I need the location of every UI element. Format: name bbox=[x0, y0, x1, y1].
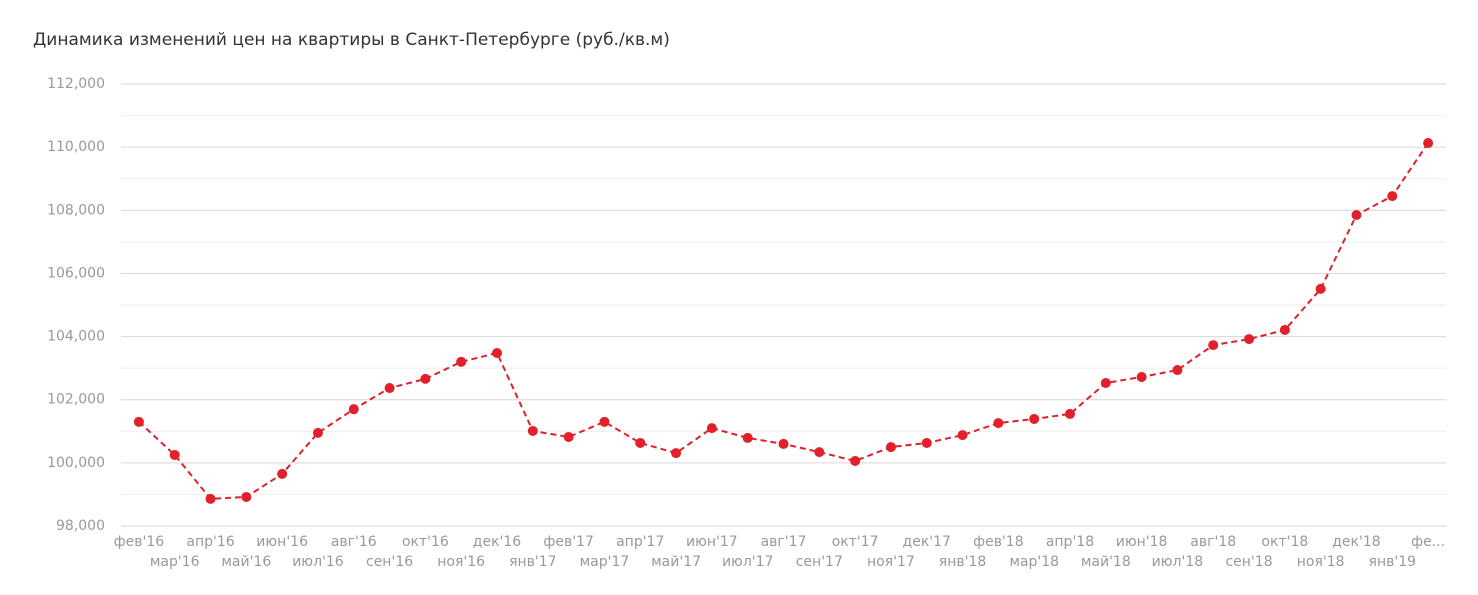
point bbox=[1244, 334, 1255, 345]
point bbox=[241, 491, 252, 502]
x-tick-label: сен'17 bbox=[796, 554, 843, 570]
point bbox=[1423, 138, 1434, 149]
point bbox=[312, 427, 323, 438]
x-tick-label: май'18 bbox=[1081, 554, 1131, 570]
point bbox=[921, 437, 932, 448]
point bbox=[1136, 371, 1147, 382]
x-tick-label: апр'16 bbox=[186, 534, 234, 550]
x-tick-label: мар'17 bbox=[580, 554, 630, 570]
x-tick-label: янв'17 bbox=[509, 554, 557, 570]
x-tick-label: дек'17 bbox=[903, 534, 951, 550]
point bbox=[133, 416, 144, 427]
x-tick-label: фев'16 bbox=[114, 534, 165, 550]
x-tick-label: авг'16 bbox=[331, 534, 377, 550]
point bbox=[205, 493, 216, 504]
x-tick-label: июл'18 bbox=[1152, 554, 1204, 570]
point bbox=[348, 404, 359, 415]
point bbox=[169, 449, 180, 460]
y-tick-label: 106,000 bbox=[47, 265, 105, 281]
point bbox=[1100, 377, 1111, 388]
point bbox=[563, 431, 574, 442]
x-tick-label: фе... bbox=[1411, 534, 1445, 550]
point bbox=[814, 447, 825, 458]
point bbox=[778, 438, 789, 449]
point bbox=[1208, 340, 1219, 351]
x-tick-label: июл'16 bbox=[292, 554, 344, 570]
point bbox=[456, 356, 467, 367]
x-tick-label: июн'17 bbox=[686, 534, 738, 550]
point bbox=[1387, 191, 1398, 202]
x-tick-label: мар'18 bbox=[1009, 554, 1059, 570]
point bbox=[384, 383, 395, 394]
point bbox=[1029, 413, 1040, 424]
point bbox=[599, 416, 610, 427]
x-tick-label: май'16 bbox=[221, 554, 271, 570]
x-tick-label: дек'16 bbox=[473, 534, 522, 550]
y-tick-label: 108,000 bbox=[47, 202, 105, 218]
x-tick-label: авг'17 bbox=[761, 534, 807, 550]
x-tick-label: окт'17 bbox=[832, 534, 879, 550]
point bbox=[1172, 365, 1183, 376]
x-tick-label: мар'16 bbox=[150, 554, 200, 570]
y-tick-label: 110,000 bbox=[47, 139, 105, 155]
point bbox=[277, 468, 288, 479]
y-tick-label: 102,000 bbox=[47, 392, 105, 408]
chart-title: Динамика изменений цен на квартиры в Сан… bbox=[33, 30, 670, 50]
x-tick-label: янв'19 bbox=[1369, 554, 1417, 570]
x-tick-label: авг'18 bbox=[1190, 534, 1236, 550]
x-tick-label: июл'17 bbox=[722, 554, 774, 570]
point bbox=[1351, 210, 1362, 221]
y-tick-label: 98,000 bbox=[56, 518, 105, 534]
x-tick-label: май'17 bbox=[651, 554, 701, 570]
y-tick-label: 100,000 bbox=[47, 455, 105, 471]
point bbox=[527, 425, 538, 436]
x-tick-label: фев'17 bbox=[543, 534, 594, 550]
x-tick-label: дек'18 bbox=[1332, 534, 1380, 550]
x-tick-label: янв'18 bbox=[939, 554, 987, 570]
x-tick-label: ноя'18 bbox=[1297, 554, 1345, 570]
point bbox=[850, 455, 861, 466]
point bbox=[492, 347, 503, 358]
point bbox=[885, 442, 896, 453]
point bbox=[420, 373, 431, 384]
x-tick-label: окт'18 bbox=[1261, 534, 1308, 550]
y-tick-label: 104,000 bbox=[47, 329, 105, 345]
point bbox=[957, 430, 968, 441]
x-tick-label: апр'18 bbox=[1046, 534, 1094, 550]
x-tick-label: июн'18 bbox=[1116, 534, 1168, 550]
x-tick-label: апр'17 bbox=[616, 534, 664, 550]
x-tick-label: сен'16 bbox=[366, 554, 413, 570]
point bbox=[742, 432, 753, 443]
point bbox=[1064, 408, 1075, 419]
point bbox=[706, 423, 717, 434]
point bbox=[1279, 324, 1290, 335]
point bbox=[993, 418, 1004, 429]
x-tick-label: июн'16 bbox=[256, 534, 308, 550]
y-tick-label: 112,000 bbox=[47, 76, 105, 92]
point bbox=[1315, 283, 1326, 294]
x-tick-label: сен'18 bbox=[1225, 554, 1272, 570]
point bbox=[671, 448, 682, 459]
x-tick-label: ноя'16 bbox=[437, 554, 485, 570]
point bbox=[635, 437, 646, 448]
x-tick-label: фев'18 bbox=[973, 534, 1024, 550]
x-tick-label: окт'16 bbox=[402, 534, 449, 550]
x-tick-label: ноя'17 bbox=[867, 554, 915, 570]
